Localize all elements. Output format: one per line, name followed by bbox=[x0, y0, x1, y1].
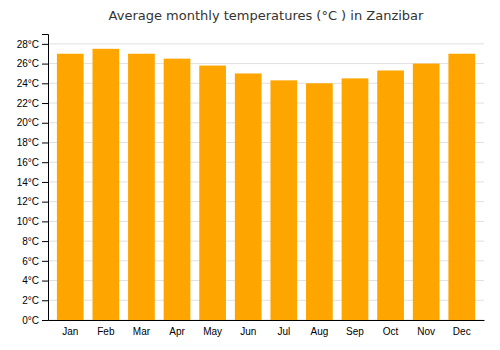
tick-label: 0°C bbox=[22, 315, 39, 326]
tick-label: Jun bbox=[240, 326, 256, 337]
tick-mark bbox=[42, 103, 48, 104]
tick-label: Mar bbox=[133, 326, 151, 337]
tick-label: 14°C bbox=[17, 177, 39, 188]
tick-label: Sep bbox=[346, 326, 364, 337]
tick-mark bbox=[42, 83, 48, 84]
tick-mark bbox=[42, 64, 48, 65]
tick-label: Apr bbox=[169, 326, 185, 337]
tick-mark bbox=[42, 300, 48, 301]
grid-line bbox=[48, 43, 484, 44]
tick: 24°C bbox=[17, 78, 48, 89]
tick-label: 22°C bbox=[17, 98, 39, 109]
tick: 22°C bbox=[17, 98, 48, 109]
tick: 6°C bbox=[22, 256, 48, 267]
tick: Jan bbox=[62, 326, 78, 337]
tick: Dec bbox=[453, 326, 471, 337]
tick-mark bbox=[42, 142, 48, 143]
tick-label: Aug bbox=[310, 326, 328, 337]
tick: 0°C bbox=[22, 315, 48, 326]
tick-label: Jan bbox=[62, 326, 78, 337]
tick-mark bbox=[42, 261, 48, 262]
bar bbox=[306, 83, 333, 320]
tick: Feb bbox=[97, 326, 115, 337]
tick-mark bbox=[42, 162, 48, 163]
tick: Jun bbox=[240, 326, 256, 337]
axis-line bbox=[49, 320, 485, 321]
bar bbox=[448, 54, 475, 320]
chart: 0°C 2°C 4°C 6°C 8°C 10°C 12°C 14°C 16°C 18°C 20°C 2… bbox=[0, 0, 500, 350]
bar bbox=[235, 73, 262, 320]
tick: Aug bbox=[310, 326, 328, 337]
tick: 28°C bbox=[17, 39, 48, 50]
grid bbox=[48, 44, 484, 320]
bar bbox=[57, 54, 84, 320]
x-axis: Jan Feb Mar Apr May Jun Jul Aug Sep Oct Nov Dec bbox=[49, 321, 485, 338]
tick-label: Nov bbox=[417, 326, 435, 337]
tick-label: Oct bbox=[383, 326, 399, 337]
tick-mark bbox=[42, 221, 48, 222]
bar bbox=[92, 49, 119, 320]
tick-label: 10°C bbox=[17, 216, 39, 227]
plot-area: 0°C 2°C 4°C 6°C 8°C 10°C 12°C 14°C 16°C 18°C 20°C 2… bbox=[17, 35, 485, 338]
tick-label: 12°C bbox=[17, 196, 39, 207]
tick: 16°C bbox=[17, 157, 48, 168]
tick: Nov bbox=[417, 326, 435, 337]
tick-label: 16°C bbox=[17, 157, 39, 168]
bar bbox=[270, 80, 297, 320]
bar bbox=[413, 64, 440, 320]
bar bbox=[377, 70, 404, 320]
bar bbox=[128, 54, 155, 320]
tick-mark bbox=[42, 202, 48, 203]
tick-label: 24°C bbox=[17, 78, 39, 89]
tick: 4°C bbox=[22, 275, 48, 286]
tick: May bbox=[203, 326, 222, 337]
axis-line bbox=[42, 35, 49, 321]
tick-label: 18°C bbox=[17, 137, 39, 148]
tick-label: 20°C bbox=[17, 117, 39, 128]
bar bbox=[199, 66, 226, 320]
tick: 12°C bbox=[17, 196, 48, 207]
tick: 18°C bbox=[17, 137, 48, 148]
tick: 8°C bbox=[22, 236, 48, 247]
tick-mark bbox=[42, 44, 48, 45]
tick: Mar bbox=[133, 326, 151, 337]
tick: 20°C bbox=[17, 117, 48, 128]
tick-mark bbox=[42, 320, 48, 321]
tick-mark bbox=[42, 281, 48, 282]
tick-label: 2°C bbox=[22, 295, 39, 306]
bar bbox=[164, 59, 191, 320]
tick-mark bbox=[42, 123, 48, 124]
tick-mark bbox=[42, 241, 48, 242]
tick-label: 6°C bbox=[22, 256, 39, 267]
tick-label: Dec bbox=[453, 326, 471, 337]
tick: 14°C bbox=[17, 177, 48, 188]
tick-label: 8°C bbox=[22, 236, 39, 247]
tick: Oct bbox=[383, 326, 399, 337]
tick-label: Feb bbox=[97, 326, 115, 337]
marks bbox=[57, 49, 475, 320]
tick: 26°C bbox=[17, 58, 48, 69]
y-axis: 0°C 2°C 4°C 6°C 8°C 10°C 12°C 14°C 16°C 18°C 20°C 2… bbox=[17, 35, 49, 326]
bar bbox=[342, 78, 369, 320]
title: Average monthly temperatures (°C ) in Za… bbox=[109, 8, 424, 23]
tick-mark bbox=[42, 182, 48, 183]
tick: 10°C bbox=[17, 216, 48, 227]
tick-label: 4°C bbox=[22, 275, 39, 286]
tick-label: 26°C bbox=[17, 58, 39, 69]
tick: Apr bbox=[169, 326, 185, 337]
tick: Sep bbox=[346, 326, 364, 337]
tick-label: May bbox=[203, 326, 222, 337]
tick-label: Jul bbox=[277, 326, 290, 337]
tick-label: 28°C bbox=[17, 39, 39, 50]
tick: Jul bbox=[277, 326, 290, 337]
tick: 2°C bbox=[22, 295, 48, 306]
